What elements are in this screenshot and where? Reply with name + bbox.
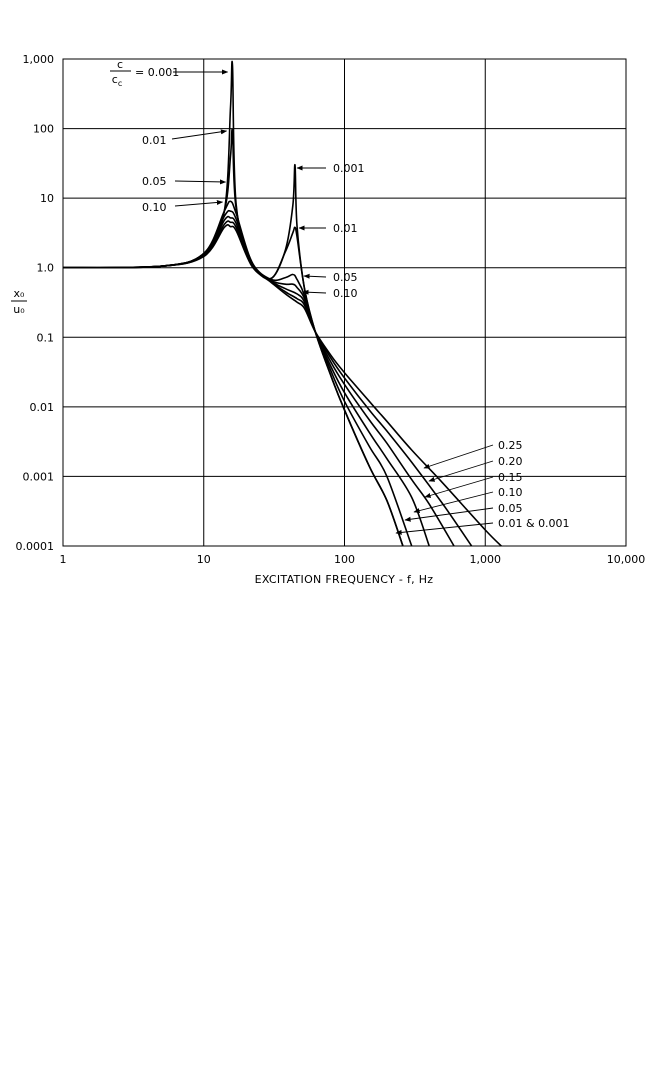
y-label-numerator: x₀ xyxy=(14,287,26,300)
x-tick-label: 10 xyxy=(197,553,211,566)
ratio-numerator: c xyxy=(117,58,123,71)
grid xyxy=(62,58,627,547)
y-tick-label: 0.0001 xyxy=(16,540,55,553)
label-second-peak-0-001: 0.001 xyxy=(333,162,365,175)
damping-ratio-label: c cc = 0.001 xyxy=(110,58,179,88)
label-first-peak-0-10: 0.10 xyxy=(142,201,167,214)
y-label-denominator: u₀ xyxy=(13,303,25,316)
y-tick-label: 100 xyxy=(33,123,54,136)
series-line-0-25 xyxy=(62,224,502,547)
x-tick-label: 1,000 xyxy=(470,553,502,566)
transmissibility-chart: 0.0001 0.001 0.01 0.1 1.0 10 100 1,000 1 10 100 1,… xyxy=(11,53,646,586)
series-line-0-10 xyxy=(62,209,430,547)
label-first-peak-0-01: 0.01 xyxy=(142,134,167,147)
arrow-second-peak-0-05 xyxy=(303,273,327,279)
label-high-freq-5: 0.01 & 0.001 xyxy=(498,517,570,530)
series-line-0-15 xyxy=(62,215,455,547)
ratio-den-subscript: c xyxy=(118,79,122,88)
label-second-peak-0-01: 0.01 xyxy=(333,222,358,235)
x-tick-label: 100 xyxy=(334,553,355,566)
label-high-freq-4: 0.05 xyxy=(498,502,523,515)
y-tick-label: 0.01 xyxy=(30,401,55,414)
series-line-0-05 xyxy=(62,200,413,547)
y-tick-label: 1,000 xyxy=(23,53,55,66)
arrow-first-peak-0-01 xyxy=(171,129,228,140)
ratio-denominator: cc xyxy=(112,73,122,88)
series-line-0-01 xyxy=(62,128,404,547)
label-high-freq-2: 0.15 xyxy=(498,471,523,484)
x-tick-label: 10,000 xyxy=(607,553,646,566)
annotations: 0.01 0.05 0.10 0.001 0.01 0.05 0.10 0.25 0.20 0.1… xyxy=(142,69,570,535)
arrow-high-freq-4 xyxy=(404,507,494,522)
y-tick-label: 10 xyxy=(40,192,54,205)
series-curves xyxy=(62,60,502,547)
label-second-peak-0-05: 0.05 xyxy=(333,271,358,284)
label-high-freq-1: 0.20 xyxy=(498,455,523,468)
label-high-freq-3: 0.10 xyxy=(498,486,523,499)
series-line-0-20 xyxy=(62,220,473,547)
arrow-high-freq-2 xyxy=(424,476,494,498)
y-tick-label: 0.001 xyxy=(23,470,55,483)
arrow-high-freq-3 xyxy=(413,491,494,514)
y-tick-labels: 0.0001 0.001 0.01 0.1 1.0 10 100 1,000 xyxy=(16,53,55,553)
label-second-peak-0-10: 0.10 xyxy=(333,287,358,300)
ratio-den-main: c xyxy=(112,73,118,86)
x-axis-label: EXCITATION FREQUENCY - f, Hz xyxy=(255,573,434,586)
label-first-peak-0-05: 0.05 xyxy=(142,175,167,188)
y-tick-label: 0.1 xyxy=(37,331,55,344)
arrow-high-freq-5 xyxy=(395,522,494,535)
x-tick-labels: 1 10 100 1,000 10,000 xyxy=(60,553,646,566)
ratio-value: = 0.001 xyxy=(135,66,179,79)
y-tick-label: 1.0 xyxy=(37,262,55,275)
arrow-first-peak-0-05 xyxy=(174,179,227,185)
label-high-freq-0: 0.25 xyxy=(498,439,523,452)
arrow-high-freq-0 xyxy=(423,444,494,469)
arrow-second-peak-0-10 xyxy=(302,289,327,295)
x-tick-label: 1 xyxy=(60,553,67,566)
arrow-high-freq-1 xyxy=(428,460,494,482)
arrow-first-peak-0-10 xyxy=(174,199,224,207)
y-axis-label: x₀ u₀ xyxy=(11,287,27,316)
